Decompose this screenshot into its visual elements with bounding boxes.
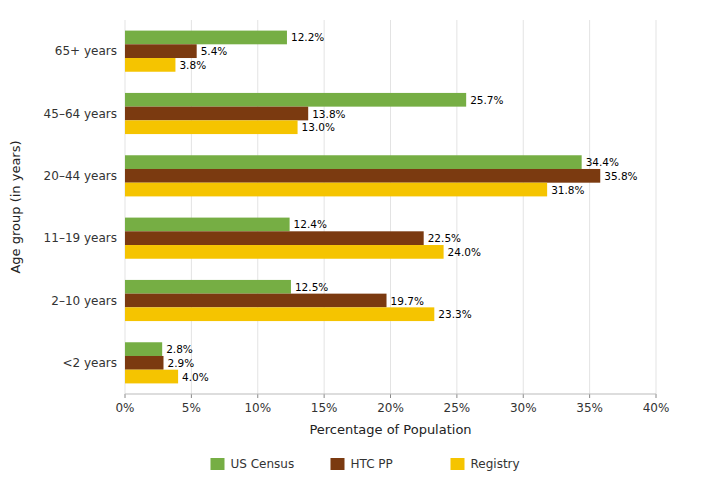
tick-label: 40% [643,401,670,415]
tick-mark [257,394,258,398]
legend: US Census HTC PP Registry [211,457,520,471]
data-label: 24.0% [448,246,481,258]
bar [125,307,434,321]
data-label: 5.4% [201,45,228,57]
tick-label: 25% [444,401,471,415]
grid-line [191,20,192,394]
data-label: 13.8% [312,108,345,120]
category-label: 45–64 years [44,107,117,121]
grid-line [125,20,126,394]
tick-label: 15% [311,401,338,415]
legend-swatch [211,458,225,470]
bar [125,294,387,308]
legend-label: US Census [231,457,295,471]
data-labels: 2.8% 12.5% 12.4% 34.4% 25.7% 12.2% 2.9% 19.7% 22… [166,31,637,382]
tick-mark [125,394,126,398]
bars [125,31,600,384]
legend-label: HTC PP [351,457,393,471]
data-label: 12.4% [294,218,327,230]
grid-line [523,20,524,394]
grid-line [324,20,325,394]
tick-mark [456,394,457,398]
data-label: 12.5% [295,281,328,293]
bar [125,280,291,294]
category-label: <2 years [62,356,117,370]
bar [125,120,298,134]
bar [125,370,178,384]
bar [125,107,308,121]
bar [125,183,547,197]
bar [125,44,197,58]
category-label: 20–44 years [44,169,117,183]
data-label: 2.9% [167,357,194,369]
tick-label: 35% [576,401,603,415]
grid [125,20,656,394]
data-label: 22.5% [428,232,461,244]
grid-line [589,20,590,394]
data-label: 23.3% [438,308,471,320]
data-label: 19.7% [391,295,424,307]
grid-line [456,20,457,394]
chart: 0% 5% 10% 15% 20% 25% 30% 35% 40% 2.8% 12.5% 12.4% 3… [0,0,711,494]
bar [125,93,466,107]
tick-label: 20% [377,401,404,415]
data-label: 4.0% [182,371,209,383]
data-label: 34.4% [586,156,619,168]
data-label: 3.8% [179,59,206,71]
x-axis-line [125,394,656,395]
y-axis-title: Age group (in years) [8,140,23,273]
category-label: 2–10 years [51,294,117,308]
tick-mark [390,394,391,398]
tick-label: 30% [510,401,537,415]
legend-swatch [331,458,345,470]
grid-line [390,20,391,394]
bar [125,218,290,232]
tick-mark [523,394,524,398]
data-label: 13.0% [302,121,335,133]
data-label: 2.8% [166,343,193,355]
tick-label: 0% [115,401,134,415]
bar [125,245,444,259]
grid-line [656,20,657,394]
grid-line [257,20,258,394]
tick-mark [191,394,192,398]
data-label: 35.8% [604,170,637,182]
bar [125,342,162,356]
x-axis-title: Percentage of Population [309,422,471,437]
category-label: 65+ years [55,44,117,58]
bar [125,31,287,45]
tick-mark [324,394,325,398]
data-label: 12.2% [291,31,324,43]
legend-swatch [451,458,465,470]
data-label: 31.8% [551,184,584,196]
bar [125,155,582,169]
tick-mark [589,394,590,398]
tick-mark [656,394,657,398]
tick-label: 5% [182,401,201,415]
bar [125,231,424,245]
legend-label: Registry [471,457,520,471]
tick-label: 10% [244,401,271,415]
category-label: 11–19 years [44,231,117,245]
bar [125,58,175,72]
bar [125,356,163,370]
bar [125,169,600,183]
data-label: 25.7% [470,94,503,106]
